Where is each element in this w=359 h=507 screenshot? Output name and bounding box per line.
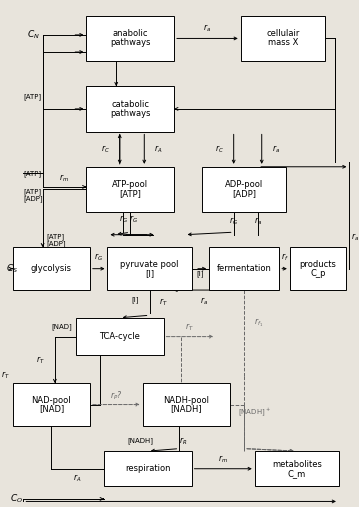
Text: [ATP]: [ATP] <box>23 170 41 176</box>
Text: C_m: C_m <box>288 469 306 478</box>
Text: $r_G$: $r_G$ <box>119 214 128 226</box>
FancyBboxPatch shape <box>87 16 174 61</box>
Text: ADP-pool: ADP-pool <box>225 180 263 190</box>
Text: [I]: [I] <box>145 269 154 278</box>
Text: pathways: pathways <box>110 39 150 48</box>
Text: [ATP]: [ATP] <box>23 189 41 195</box>
Text: glycolysis: glycolysis <box>31 264 72 273</box>
Text: [NADH]: [NADH] <box>171 405 202 414</box>
Text: [NAD]: [NAD] <box>52 323 72 330</box>
Text: $r_R$: $r_R$ <box>179 436 187 447</box>
FancyBboxPatch shape <box>76 318 164 355</box>
Text: $r_a$: $r_a$ <box>203 23 211 34</box>
FancyBboxPatch shape <box>290 247 346 290</box>
Text: pathways: pathways <box>110 109 150 118</box>
FancyBboxPatch shape <box>104 451 192 486</box>
Text: [NADH]$^+$: [NADH]$^+$ <box>238 406 271 418</box>
Text: $C_S$: $C_S$ <box>6 263 18 275</box>
Text: [ATP]: [ATP] <box>119 190 141 198</box>
Text: [ATP]: [ATP] <box>46 233 64 240</box>
Text: [ADP]: [ADP] <box>232 190 256 198</box>
Text: pyruvate pool: pyruvate pool <box>120 260 179 269</box>
Text: $C_O$: $C_O$ <box>10 493 23 505</box>
Text: [ADP]: [ADP] <box>23 195 43 202</box>
FancyBboxPatch shape <box>13 383 90 426</box>
Text: [ADP]: [ADP] <box>46 240 66 246</box>
Text: $r_a$: $r_a$ <box>254 215 262 227</box>
Text: cellulair: cellulair <box>266 29 299 39</box>
Text: [NAD]: [NAD] <box>39 405 64 414</box>
FancyBboxPatch shape <box>202 167 286 212</box>
FancyBboxPatch shape <box>13 247 90 290</box>
Text: $r_T$: $r_T$ <box>186 322 194 333</box>
Text: NAD-pool: NAD-pool <box>32 395 71 405</box>
Text: $r_P$?: $r_P$? <box>110 389 122 402</box>
Text: $r_C$: $r_C$ <box>101 143 110 155</box>
Text: $r_{f_1}$: $r_{f_1}$ <box>254 316 263 329</box>
Text: $r_f$: $r_f$ <box>281 252 288 263</box>
Text: $r_T$: $r_T$ <box>159 297 168 308</box>
Text: $r_C$: $r_C$ <box>215 143 224 155</box>
FancyBboxPatch shape <box>255 451 339 486</box>
Text: [NADH]: [NADH] <box>128 438 154 445</box>
Text: TCA-cycle: TCA-cycle <box>99 332 140 341</box>
Text: $r_m$: $r_m$ <box>218 454 228 465</box>
Text: $r_T$: $r_T$ <box>1 370 10 381</box>
Text: [I]: [I] <box>197 270 204 277</box>
FancyBboxPatch shape <box>87 86 174 131</box>
Text: catabolic: catabolic <box>111 100 149 109</box>
Text: [I]: [I] <box>132 296 139 303</box>
Text: respiration: respiration <box>125 464 171 473</box>
FancyBboxPatch shape <box>107 247 192 290</box>
FancyBboxPatch shape <box>143 383 230 426</box>
Text: $r_T$: $r_T$ <box>37 354 45 366</box>
Text: NADH-pool: NADH-pool <box>163 395 209 405</box>
FancyBboxPatch shape <box>87 167 174 212</box>
Text: $r_m$: $r_m$ <box>59 172 69 184</box>
Text: anabolic: anabolic <box>112 29 148 39</box>
Text: ATP-pool: ATP-pool <box>112 180 148 190</box>
Text: [ATP]: [ATP] <box>23 93 41 100</box>
Text: $r_A$: $r_A$ <box>74 472 82 484</box>
Text: $r_a$: $r_a$ <box>351 232 359 243</box>
Text: $r_G$: $r_G$ <box>94 252 103 263</box>
Text: $r_a$: $r_a$ <box>272 143 280 155</box>
Text: $C_N$: $C_N$ <box>27 29 40 41</box>
Text: C_p: C_p <box>310 269 326 278</box>
Text: products: products <box>299 260 336 269</box>
Text: $r_G$: $r_G$ <box>129 213 138 225</box>
Text: $r_G$: $r_G$ <box>229 215 238 227</box>
Text: fermentation: fermentation <box>217 264 272 273</box>
FancyBboxPatch shape <box>209 247 279 290</box>
Text: metabolites: metabolites <box>272 460 322 468</box>
Text: mass X: mass X <box>267 39 298 48</box>
FancyBboxPatch shape <box>241 16 325 61</box>
Text: $r_a$: $r_a$ <box>200 296 208 307</box>
Text: $r_A$: $r_A$ <box>154 143 163 155</box>
